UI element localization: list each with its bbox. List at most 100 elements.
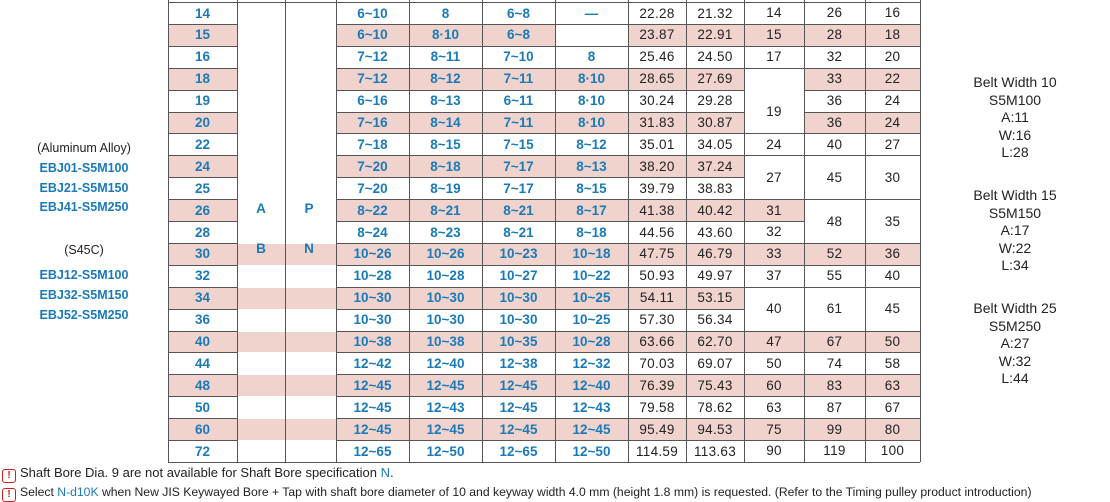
bore-range: 8~21 (503, 202, 534, 218)
bore-range: 10~25 (572, 290, 611, 306)
bore-range: 8~22 (357, 202, 388, 218)
shaft-bore-dia: 72 (194, 443, 211, 459)
dimension-value: 27.69 (697, 71, 733, 87)
bore-range: 8~15 (430, 136, 461, 152)
belt-title: Belt Width 25 (973, 300, 1057, 316)
row-shade (168, 23, 920, 46)
dimension-value: 78.62 (697, 399, 733, 415)
dimension-value: 47 (766, 333, 782, 349)
dimension-value: 95.49 (639, 421, 675, 437)
bore-range: 12~45 (499, 399, 538, 415)
row-line (168, 286, 920, 288)
merged-line-cover (286, 199, 336, 201)
merged-line-cover (238, 418, 285, 420)
dimension-value: 67 (884, 399, 901, 415)
bore-range: 7~15 (503, 136, 534, 152)
bore-range: 10~30 (353, 312, 392, 328)
row-line (168, 264, 920, 266)
bore-range: 12~45 (426, 421, 465, 437)
merged-line-cover (286, 155, 336, 157)
dimension-value: 48 (826, 213, 843, 229)
bore-range: 8~13 (576, 158, 607, 174)
bore-range: 6~10 (357, 5, 388, 21)
merged-line-cover (238, 286, 285, 288)
belt-group: Belt Width 15 S5M150 A:17 W:22 L:34 (920, 187, 1110, 275)
row-line (168, 199, 920, 201)
bore-range: 12~40 (572, 377, 611, 393)
dimension-value: 60 (766, 377, 782, 393)
belt-model: S5M250 (988, 317, 1042, 334)
dimension-value: 30 (884, 169, 901, 185)
dimension-value: 67 (826, 333, 843, 349)
dimension-value: 45 (826, 169, 843, 185)
merged-line-cover (866, 221, 920, 222)
dimension-value: 25.46 (639, 49, 675, 65)
bore-range: 6~11 (503, 93, 534, 109)
bore-range: 10~27 (499, 268, 538, 284)
merged-line-cover (286, 111, 336, 113)
dimension-value: 22 (884, 71, 901, 87)
merged-line-cover (238, 111, 285, 113)
row-line (168, 440, 920, 441)
model-code: EBJ41-S5M250 (39, 200, 129, 214)
belt-group: Belt Width 25 S5M250 A:27 W:32 L:44 (920, 300, 1110, 388)
row-line (168, 396, 920, 398)
bore-range: 10~28 (572, 334, 611, 349)
bore-range: 8~18 (430, 158, 461, 174)
shaft-bore-dia: 44 (194, 355, 211, 371)
merged-line-cover (238, 23, 285, 25)
belt-w: W:16 (998, 126, 1032, 143)
dimension-value: 80 (884, 421, 901, 437)
bore-range: 10~28 (353, 268, 392, 284)
bore-range: 10~30 (426, 290, 465, 306)
dimension-value: 30.24 (639, 93, 675, 109)
dimension-value: 69.07 (697, 355, 733, 371)
dimension-value: 24 (766, 136, 782, 152)
bore-range: 12~43 (426, 399, 465, 415)
merged-line-cover (286, 330, 336, 332)
bore-range: 12~42 (353, 355, 392, 371)
dimension-value: 40 (884, 268, 901, 284)
bore-range: 12~43 (572, 399, 611, 415)
dimension-value: 34.05 (697, 136, 733, 152)
bore-range: 8~18 (576, 224, 607, 240)
dimension-value: 33 (766, 246, 782, 262)
row-shade (168, 155, 920, 178)
merged-cell-bg (804, 286, 865, 331)
shaft-bore-dia: 18 (194, 71, 211, 87)
bore-range: 12~40 (426, 355, 465, 371)
merged-line-cover (286, 440, 336, 441)
merged-line-cover (286, 418, 336, 420)
shaft-bore-dia: 36 (194, 312, 211, 328)
dimension-value: 30.87 (697, 115, 733, 130)
shaft-bore-dia: 50 (194, 399, 211, 415)
column-line (285, 0, 286, 462)
bore-range: 6~8 (507, 27, 530, 43)
dimension-value: 44.56 (639, 224, 675, 240)
dimension-value: 36 (884, 246, 901, 262)
bore-range: 10~26 (426, 246, 465, 262)
dimension-value: 36 (826, 114, 843, 130)
merged-line-cover (238, 177, 285, 179)
merged-line-cover (745, 308, 804, 310)
dimension-value: 49.97 (697, 268, 733, 284)
merged-line-cover (238, 352, 285, 354)
bore-range: 10~38 (353, 334, 392, 349)
row-line (168, 133, 920, 135)
model-code: EBJ01-S5M100 (39, 161, 129, 175)
dimension-value: 74 (826, 355, 843, 371)
bore-range: 10~28 (426, 268, 465, 284)
dimension-value: 15 (766, 27, 782, 43)
shaft-bore-dia: 30 (194, 246, 211, 262)
bore-range: 8 (441, 5, 450, 21)
bore-range: 12~45 (353, 399, 392, 415)
dimension-value: 57.30 (639, 312, 675, 328)
dimension-value: 18 (884, 27, 901, 43)
note-2: ! Select N-d10K when New JIS Keywayed Bor… (2, 485, 1032, 502)
dimension-value: 17 (766, 49, 782, 65)
bore-range: 12~65 (499, 443, 538, 459)
warning-icon: ! (2, 488, 16, 502)
merged-line-cover (745, 177, 804, 179)
dimension-value: 90 (766, 443, 782, 459)
merged-line-cover (286, 45, 336, 47)
